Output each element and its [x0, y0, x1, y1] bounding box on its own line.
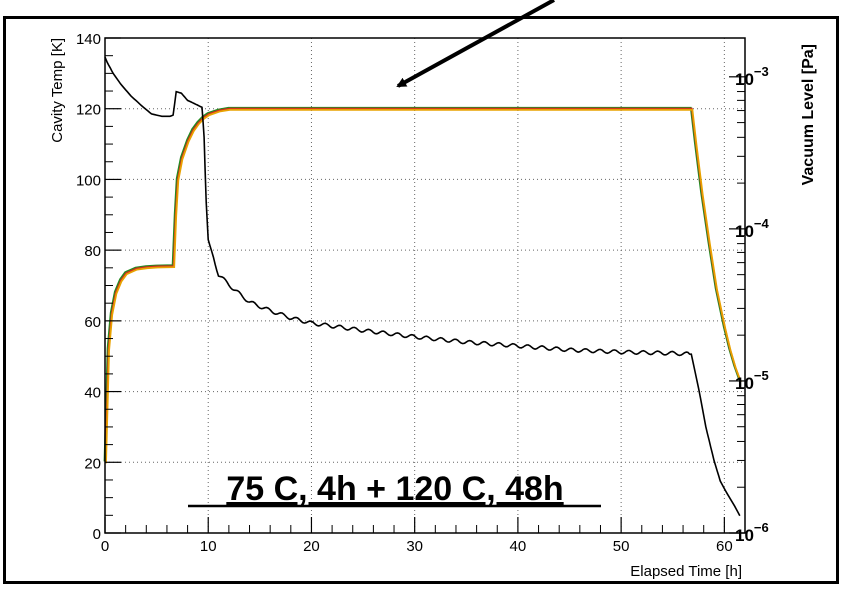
y-tick-label: 0: [93, 526, 101, 543]
x-tick-label: 60: [716, 538, 733, 555]
y-tick-label: 60: [84, 314, 101, 331]
y-tick-label: 140: [76, 31, 101, 48]
grid: [105, 38, 745, 533]
x-axis: 0 10 20 30 40 50 60: [101, 517, 733, 555]
x-tick-label: 0: [101, 538, 109, 555]
y-tick-label: 20: [84, 455, 101, 472]
annotation-arrow: [396, 0, 555, 88]
y-axis-left: 0 20 40 60 80 100 120 140: [76, 31, 121, 543]
y2-axis-title: Vacuum Level [Pa]: [800, 44, 817, 185]
x-tick-label: 10: [200, 538, 217, 555]
vacuum-line: [104, 56, 741, 517]
x-tick-label: 40: [510, 538, 527, 555]
y-tick-label: 100: [76, 172, 101, 189]
x-axis-title: Elapsed Time [h]: [630, 563, 742, 580]
y-tick-label: 80: [84, 243, 101, 260]
plot-area: [105, 38, 745, 533]
y-tick-label: 120: [76, 102, 101, 119]
temperature-line-3: [105, 108, 742, 464]
vacuum-line-path: [104, 56, 741, 517]
x-tick-label: 50: [613, 538, 630, 555]
x-tick-label: 30: [406, 538, 423, 555]
y-axis-title: Cavity Temp [K]: [49, 38, 66, 143]
y-tick-label: 40: [84, 385, 101, 402]
annotation-label: 75 C, 4h + 120 C, 48h: [226, 470, 563, 508]
x-tick-label: 20: [303, 538, 320, 555]
